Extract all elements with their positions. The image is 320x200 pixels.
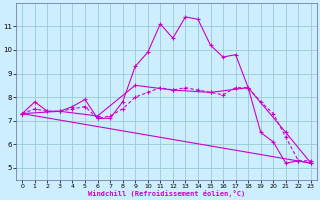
X-axis label: Windchill (Refroidissement éolien,°C): Windchill (Refroidissement éolien,°C): [88, 190, 245, 197]
